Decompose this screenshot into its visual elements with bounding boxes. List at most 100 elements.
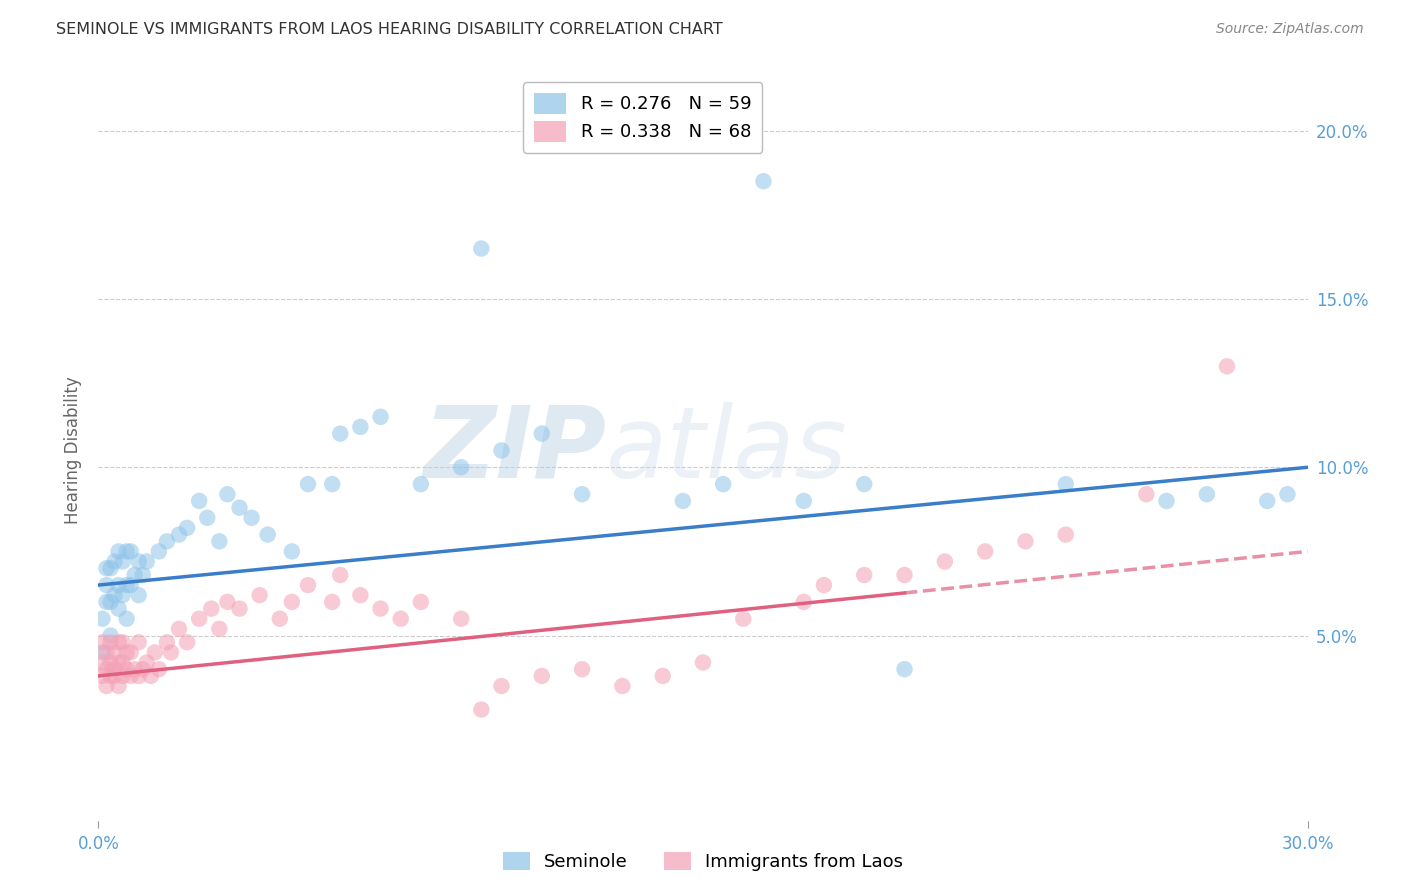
Text: ZIP: ZIP (423, 402, 606, 499)
Point (115, 645, 138, 659)
Point (156, 534, 179, 549)
Point (733, 612, 755, 626)
Point (156, 635, 179, 649)
Point (167, 622, 190, 636)
Point (120, 669, 142, 683)
Point (389, 612, 412, 626)
Point (612, 679, 634, 693)
Point (321, 595, 343, 609)
Point (1216, 359, 1239, 374)
Point (530, 669, 553, 683)
Point (143, 645, 166, 659)
Point (1054, 477, 1077, 491)
Point (793, 494, 815, 508)
Point (711, 477, 734, 491)
Point (132, 662, 155, 676)
Point (349, 420, 371, 434)
Point (128, 588, 150, 602)
Point (195, 510, 218, 524)
Point (100, 669, 122, 683)
Point (450, 612, 472, 626)
Point (571, 662, 593, 676)
Point (297, 578, 319, 592)
Point (107, 544, 129, 558)
Point (329, 426, 352, 441)
Point (269, 612, 291, 626)
Point (120, 645, 142, 659)
Point (107, 656, 129, 670)
Point (793, 595, 815, 609)
Point (91, 612, 114, 626)
Point (1277, 487, 1299, 501)
Point (135, 554, 157, 569)
Point (893, 568, 915, 582)
Point (103, 645, 125, 659)
Point (491, 679, 513, 693)
Point (148, 662, 170, 676)
Point (100, 628, 122, 642)
Point (1256, 494, 1278, 508)
Point (217, 595, 239, 609)
Point (100, 656, 122, 670)
Point (1195, 487, 1218, 501)
Point (450, 460, 472, 475)
Point (370, 601, 392, 615)
Point (111, 588, 134, 602)
Point (188, 612, 211, 626)
Point (115, 544, 138, 558)
Y-axis label: Hearing Disability: Hearing Disability (65, 376, 83, 524)
Point (115, 662, 138, 676)
Point (139, 669, 162, 683)
Point (1156, 494, 1178, 508)
Point (111, 669, 134, 683)
Point (96, 561, 118, 575)
Point (329, 568, 352, 582)
Point (672, 494, 695, 508)
Point (934, 554, 956, 569)
Point (491, 443, 513, 458)
Point (530, 426, 553, 441)
Point (853, 477, 876, 491)
Point (370, 409, 392, 424)
Legend: Seminole, Immigrants from Laos: Seminole, Immigrants from Laos (495, 845, 911, 879)
Point (103, 554, 125, 569)
Point (1135, 487, 1157, 501)
Point (321, 477, 343, 491)
Point (107, 601, 129, 615)
Text: Source: ZipAtlas.com: Source: ZipAtlas.com (1216, 22, 1364, 37)
Point (176, 521, 198, 535)
Point (91, 635, 114, 649)
Point (409, 595, 432, 609)
Point (124, 662, 146, 676)
Point (96, 595, 118, 609)
Point (115, 578, 138, 592)
Point (228, 500, 250, 515)
Point (128, 554, 150, 569)
Point (349, 588, 371, 602)
Point (297, 477, 319, 491)
Text: SEMINOLE VS IMMIGRANTS FROM LAOS HEARING DISABILITY CORRELATION CHART: SEMINOLE VS IMMIGRANTS FROM LAOS HEARING… (56, 22, 723, 37)
Point (651, 669, 673, 683)
Point (813, 578, 835, 592)
Point (208, 534, 231, 549)
Point (160, 645, 183, 659)
Point (571, 487, 593, 501)
Point (120, 544, 142, 558)
Point (128, 669, 150, 683)
Point (91, 669, 114, 683)
Point (692, 656, 714, 670)
Point (470, 703, 492, 717)
Point (132, 568, 155, 582)
Point (91, 645, 114, 659)
Point (1054, 527, 1077, 541)
Point (240, 510, 263, 524)
Point (107, 578, 129, 592)
Point (217, 487, 239, 501)
Point (91, 656, 114, 670)
Point (752, 174, 775, 188)
Point (228, 601, 250, 615)
Legend: R = 0.276   N = 59, R = 0.338   N = 68: R = 0.276 N = 59, R = 0.338 N = 68 (523, 82, 762, 153)
Point (96, 645, 118, 659)
Point (111, 656, 134, 670)
Point (135, 656, 157, 670)
